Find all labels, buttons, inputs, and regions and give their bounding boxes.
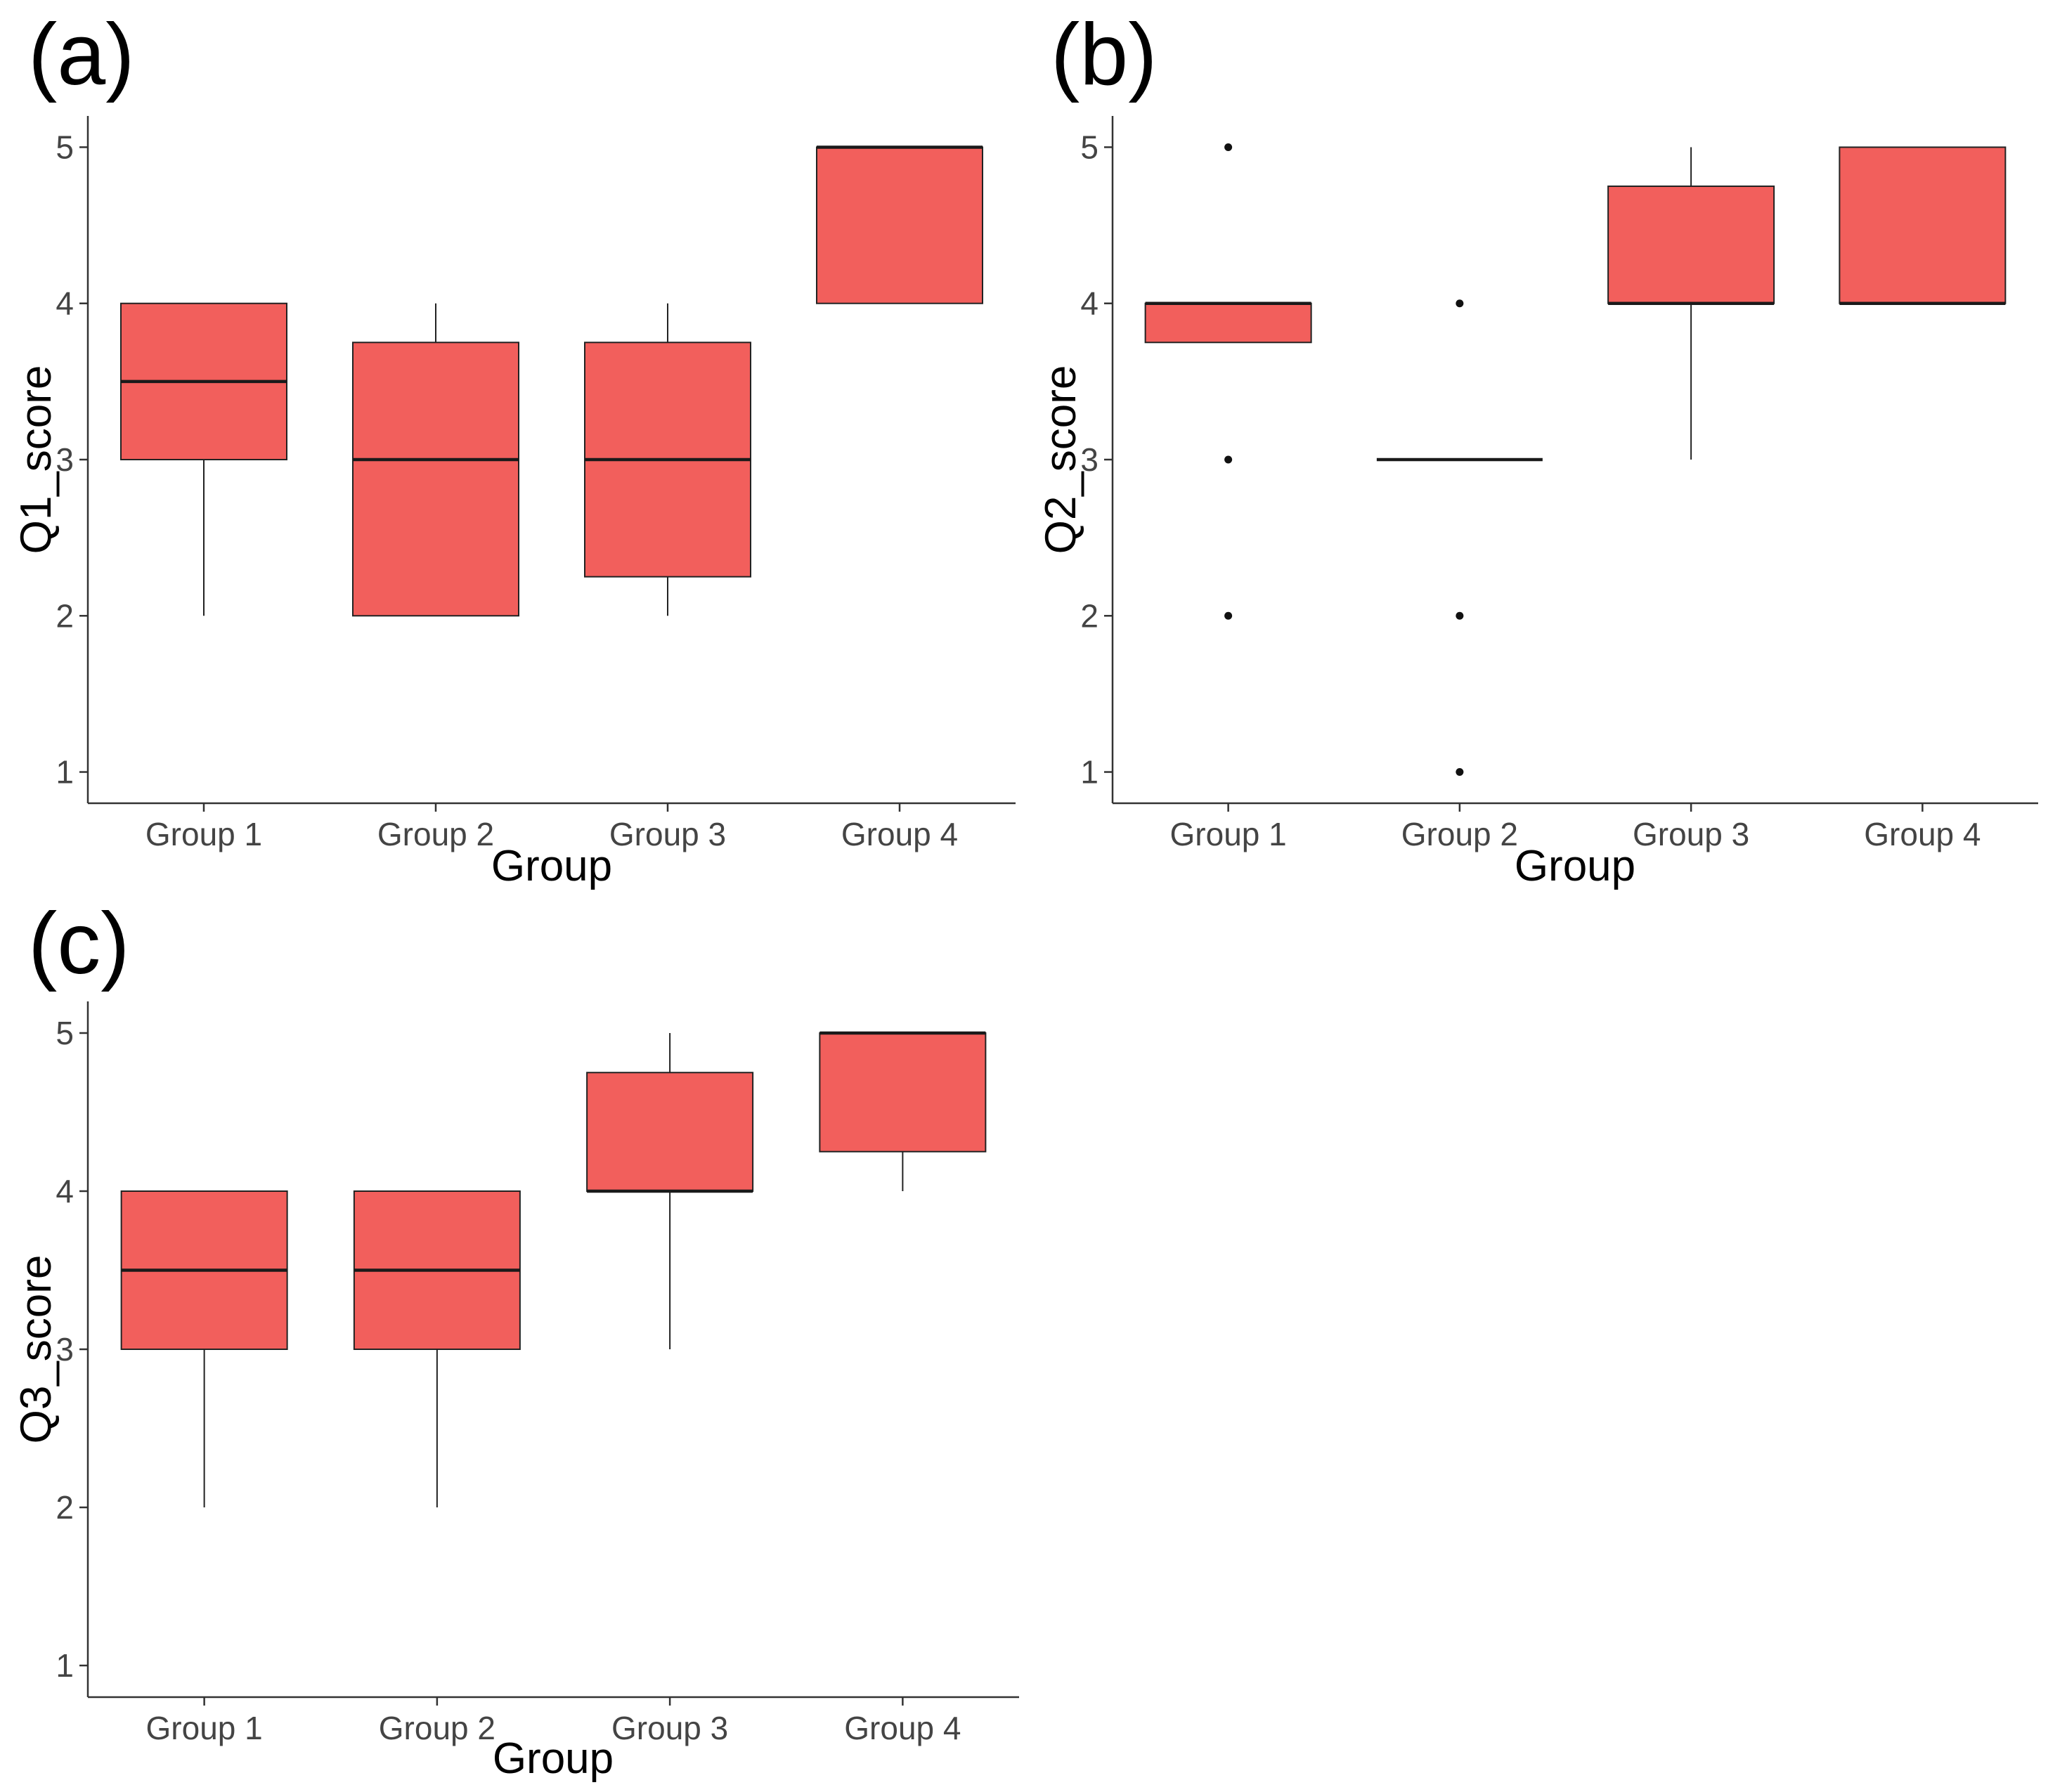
outlier-point	[1456, 299, 1464, 308]
box-2	[353, 1190, 521, 1507]
y-tick-label: 3	[1080, 441, 1098, 478]
box-4	[816, 145, 983, 304]
y-tick-label: 3	[56, 1331, 74, 1368]
box-1	[120, 1190, 288, 1507]
x-tick-label: Group 1	[1170, 816, 1287, 852]
outlier-point	[1456, 768, 1464, 777]
box-4	[1839, 146, 2007, 305]
box-body	[1144, 302, 1312, 344]
x-tick-label: Group 1	[145, 816, 262, 852]
y-tick-label: 4	[1080, 285, 1098, 322]
panel-c: (c) 1 2 3 4 5 Group 1 Group 2 Group 3 Group 4 Grou…	[12, 895, 1019, 1783]
x-axis-title: Group	[491, 842, 612, 890]
box-body	[816, 146, 983, 304]
x-axis-title: Group	[493, 1734, 614, 1783]
x-tick-label: Group 3	[611, 1710, 728, 1746]
box-3	[1607, 147, 1775, 460]
outlier-point	[1456, 611, 1464, 620]
box-1	[120, 302, 287, 616]
y-tick-label: 4	[56, 1173, 74, 1209]
y-tick-label: 1	[56, 754, 74, 791]
x-tick-label: Group 2	[1401, 816, 1518, 852]
box-body	[352, 342, 519, 617]
y-axis-title: Q2_score	[1037, 365, 1085, 554]
x-axis-title: Group	[1515, 842, 1635, 890]
x-tick-label: Group 4	[844, 1710, 961, 1746]
box-body	[1839, 146, 2007, 304]
box-body	[586, 1072, 754, 1192]
x-tick-label: Group 2	[379, 1710, 495, 1746]
outlier-point	[1224, 455, 1233, 464]
panel-b: (b) 1 2 3 4 5 Group 1 Group 2 Group 3 Group 4 Grou…	[1037, 6, 2038, 890]
box-4	[819, 1031, 987, 1191]
box-1	[1144, 143, 1312, 620]
outlier-point	[1224, 611, 1233, 620]
panel-label: (b)	[1051, 6, 1158, 103]
y-tick-label: 5	[56, 129, 74, 165]
x-tick-label: Group 2	[377, 816, 494, 852]
box-2	[1376, 299, 1543, 777]
y-tick-label: 2	[56, 1489, 74, 1526]
y-tick-label: 2	[1080, 597, 1098, 634]
box-body	[1607, 186, 1775, 304]
box-3	[584, 303, 751, 616]
box-3	[586, 1033, 754, 1349]
x-tick-label: Group 3	[609, 816, 726, 852]
outlier-point	[1224, 143, 1233, 151]
y-tick-label: 1	[56, 1647, 74, 1684]
y-tick-label: 5	[56, 1015, 74, 1051]
y-axis-title: Q1_score	[12, 365, 60, 554]
panel-a: (a) 1 2 3 4 5 Group 1 Group 2 Group 3 Group 4 Grou…	[12, 6, 1016, 890]
box-2	[352, 303, 519, 617]
x-tick-label: Group 3	[1633, 816, 1749, 852]
panel-label: (c)	[28, 895, 130, 992]
x-tick-label: Group 4	[841, 816, 958, 852]
y-axis-title: Q3_score	[12, 1255, 60, 1444]
y-tick-label: 4	[56, 285, 74, 322]
y-tick-label: 1	[1080, 754, 1098, 791]
box-body	[819, 1032, 987, 1153]
y-tick-label: 3	[56, 441, 74, 478]
y-tick-label: 5	[1080, 129, 1098, 165]
x-tick-label: Group 4	[1864, 816, 1981, 852]
panel-label: (a)	[28, 6, 135, 103]
x-tick-label: Group 1	[146, 1710, 263, 1746]
y-tick-label: 2	[56, 597, 74, 634]
